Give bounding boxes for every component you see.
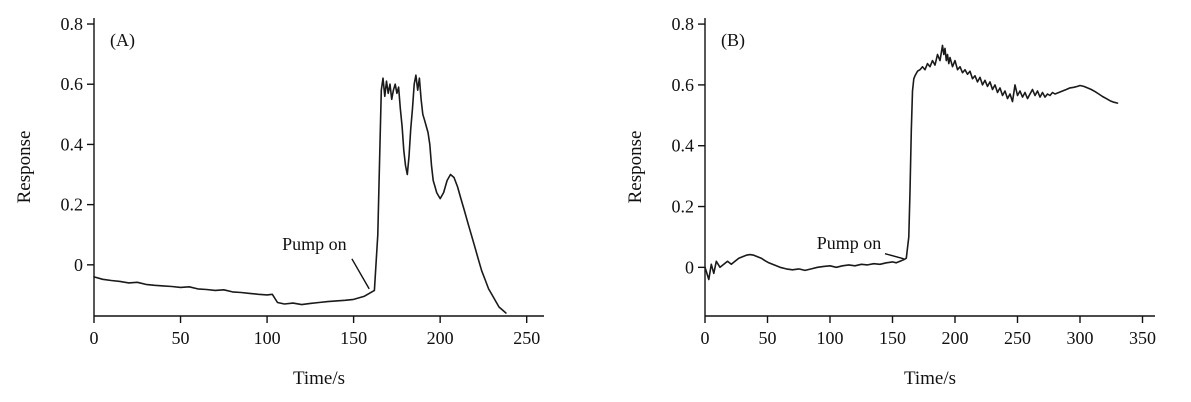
y-tick-label: 0.8 bbox=[672, 14, 695, 34]
x-tick-label: 200 bbox=[942, 328, 969, 348]
x-tick-label: 50 bbox=[172, 328, 190, 348]
y-tick-label: 0.6 bbox=[61, 74, 84, 94]
x-tick-label: 300 bbox=[1067, 328, 1094, 348]
x-tick-label: 250 bbox=[1004, 328, 1031, 348]
x-tick-label: 350 bbox=[1129, 328, 1156, 348]
y-tick-label: 0.8 bbox=[61, 14, 84, 34]
chart-a-svg: 0 0.2 0.4 0.6 0.8 0 50 100 150 200 250 (A) Pump on Re… bbox=[14, 14, 544, 389]
response-curve bbox=[93, 74, 507, 314]
panel-label: (A) bbox=[110, 30, 135, 51]
response-curve bbox=[704, 44, 1119, 281]
pump-on-annotation: Pump on bbox=[817, 233, 882, 253]
y-tick-label: 0.6 bbox=[672, 75, 695, 95]
annotation-pointer-line bbox=[884, 252, 904, 260]
y-tick-label: 0 bbox=[74, 255, 83, 275]
x-tick-label: 100 bbox=[254, 328, 281, 348]
y-tick-label: 0 bbox=[685, 257, 694, 277]
x-tick-label: 50 bbox=[759, 328, 777, 348]
x-tick-label: 150 bbox=[879, 328, 906, 348]
x-tick-label: 0 bbox=[701, 328, 710, 348]
x-tick-label: 250 bbox=[513, 328, 540, 348]
pump-on-annotation: Pump on bbox=[282, 234, 347, 254]
x-tick-label: 150 bbox=[340, 328, 367, 348]
x-axis-title: Time/s bbox=[904, 368, 956, 389]
y-tick-label: 0.4 bbox=[672, 136, 695, 156]
x-tick-label: 0 bbox=[90, 328, 99, 348]
y-tick-label: 0.2 bbox=[61, 195, 84, 215]
y-axis-title: Response bbox=[14, 131, 35, 204]
chart-panel-b: 0 0.2 0.4 0.6 0.8 0 50 100 150 200 250 300 350 (B) Pum… bbox=[619, 4, 1179, 396]
y-axis-title: Response bbox=[625, 131, 646, 204]
x-tick-label: 200 bbox=[427, 328, 454, 348]
x-tick-label: 100 bbox=[817, 328, 844, 348]
x-axis-title: Time/s bbox=[293, 368, 345, 389]
y-tick-label: 0.4 bbox=[61, 134, 84, 154]
chart-panel-a: 0 0.2 0.4 0.6 0.8 0 50 100 150 200 250 (A) Pump on Re… bbox=[8, 4, 568, 396]
chart-b-svg: 0 0.2 0.4 0.6 0.8 0 50 100 150 200 250 300 350 (B) Pum… bbox=[625, 14, 1156, 389]
annotation-pointer-line bbox=[351, 258, 370, 290]
panel-label: (B) bbox=[721, 30, 745, 51]
y-tick-label: 0.2 bbox=[672, 197, 695, 217]
